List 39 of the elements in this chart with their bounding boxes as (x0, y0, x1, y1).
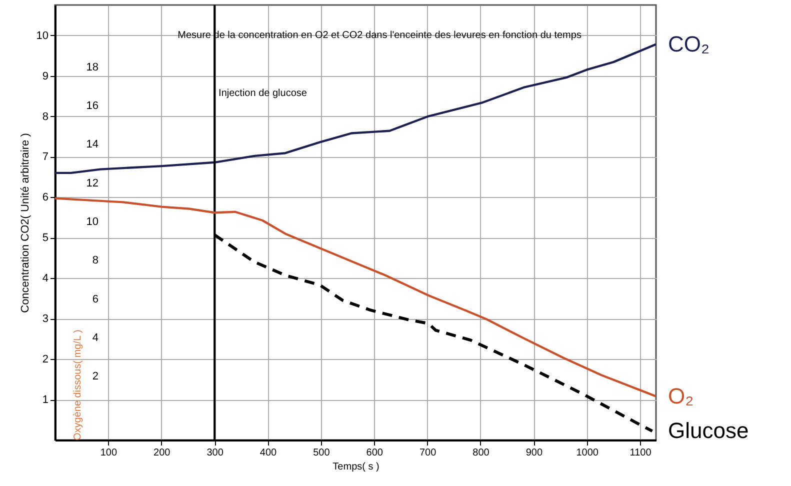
y2-axis-title: Oxygène dissous( mg/L ) (72, 330, 84, 440)
y-tick-label: 10 (36, 30, 48, 42)
y-tick-label: 2 (42, 354, 48, 366)
x-tick-label: 1100 (630, 448, 652, 458)
y-tick-label: 6 (42, 192, 48, 204)
y-tick-label: 9 (42, 70, 48, 82)
x-tick-label: 500 (313, 448, 330, 458)
y2-tick-label: 10 (86, 216, 98, 228)
y2-tick-label: 18 (86, 61, 98, 74)
y-tick-label: 5 (42, 232, 48, 244)
series-label: CO₂ (668, 31, 710, 56)
y-tick-label: 4 (42, 272, 48, 285)
y2-tick-label: 14 (86, 138, 98, 151)
x-tick-label: 300 (206, 448, 224, 458)
x-tick-label: 800 (472, 448, 490, 458)
y-tick-label: 1 (42, 394, 48, 406)
x-tick-label: 600 (366, 448, 384, 458)
y2-tick-label: 16 (86, 100, 98, 112)
series-label: O₂ (668, 383, 694, 408)
y-tick-label: 3 (42, 313, 48, 326)
x-tick-label: 1000 (576, 448, 599, 458)
series-label: Glucose (668, 418, 749, 444)
ref-line-label: Injection de glucose (218, 88, 308, 99)
x-axis-title: Temps( s ) (332, 462, 380, 472)
y-tick-label: 8 (42, 110, 48, 123)
line-series (55, 197, 656, 398)
y2-tick-label: 2 (92, 370, 98, 383)
y2-tick-label: 8 (92, 254, 98, 267)
y2-tick-label: 6 (92, 293, 98, 306)
x-tick-label: 200 (154, 448, 171, 458)
x-tick-label: 700 (419, 448, 437, 458)
x-tick-label: 900 (526, 448, 543, 458)
y2-tick-label: 12 (86, 177, 98, 190)
x-tick-label: 100 (100, 448, 118, 458)
x-tick-label: 400 (260, 448, 278, 458)
y2-tick-label: 4 (92, 332, 98, 344)
y-axis-title: Concentration CO2( Unité arbitraire ) (19, 133, 32, 313)
line-series (55, 43, 656, 174)
y-tick-label: 7 (42, 151, 48, 164)
